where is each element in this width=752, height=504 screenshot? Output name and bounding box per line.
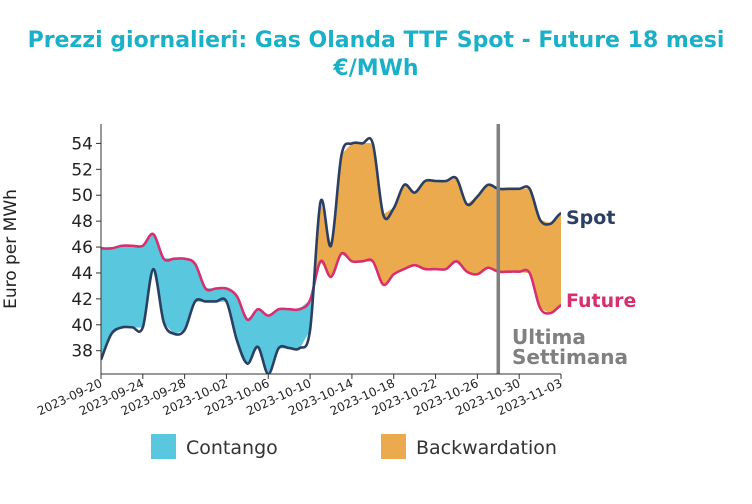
legend-swatch-backwardation: [381, 434, 406, 459]
fill-segment-33: [435, 180, 447, 270]
fill-segment-30: [403, 184, 415, 270]
y-tick-label: 48: [71, 212, 93, 232]
fill-segment-6: [163, 258, 175, 335]
fill-segment-25: [351, 143, 363, 262]
fill-segment-1: [111, 245, 123, 335]
fill-segment-17: [278, 308, 290, 349]
fill-segment-24: [341, 142, 353, 262]
legend: Contango Backwardation: [151, 434, 557, 459]
fill-segment-31: [414, 180, 426, 270]
annotation-line2: Settimana: [512, 345, 628, 369]
fill-segment-40: [508, 188, 520, 272]
fill-segment-43: [539, 219, 551, 314]
fill-segment-37: [477, 184, 489, 275]
fill-segment-2: [121, 245, 133, 328]
fill-segment-32: [424, 180, 436, 270]
fill-segment-44: [550, 212, 561, 314]
y-tick-label: 42: [71, 290, 93, 310]
annotation-line1: Ultima: [512, 325, 586, 349]
y-tick-label: 44: [71, 264, 93, 284]
series-label-spot: Spot: [566, 207, 615, 229]
y-tick-label: 46: [71, 238, 93, 258]
fill-segment-34: [445, 178, 457, 270]
legend-swatch-contango: [151, 434, 176, 459]
fill-segment-7: [173, 258, 185, 335]
fill-segment-3: [132, 245, 144, 328]
y-axis-label: Euro per MWh: [1, 189, 21, 309]
series-lines: [101, 136, 561, 374]
y-tick-label: 50: [71, 186, 93, 206]
fill-segment-36: [466, 195, 478, 275]
y-tick-label: 38: [71, 342, 93, 362]
chart-title: Prezzi giornalieri: Gas Olanda TTF Spot …: [28, 28, 725, 53]
y-tick-label: 52: [71, 160, 93, 180]
fill-segment-26: [362, 143, 374, 262]
series-line-spot: [101, 136, 561, 374]
fill-segment-41: [518, 188, 530, 274]
fill-segment-18: [288, 308, 300, 349]
series-label-future: Future: [566, 290, 636, 312]
legend-label-contango: Contango: [186, 437, 278, 459]
legend-label-backwardation: Backwardation: [416, 437, 557, 459]
y-tick-label: 54: [71, 134, 93, 154]
series-line-future: [101, 232, 561, 322]
chart-subtitle: €/MWh: [332, 56, 418, 81]
y-tick-label: 40: [71, 316, 93, 336]
